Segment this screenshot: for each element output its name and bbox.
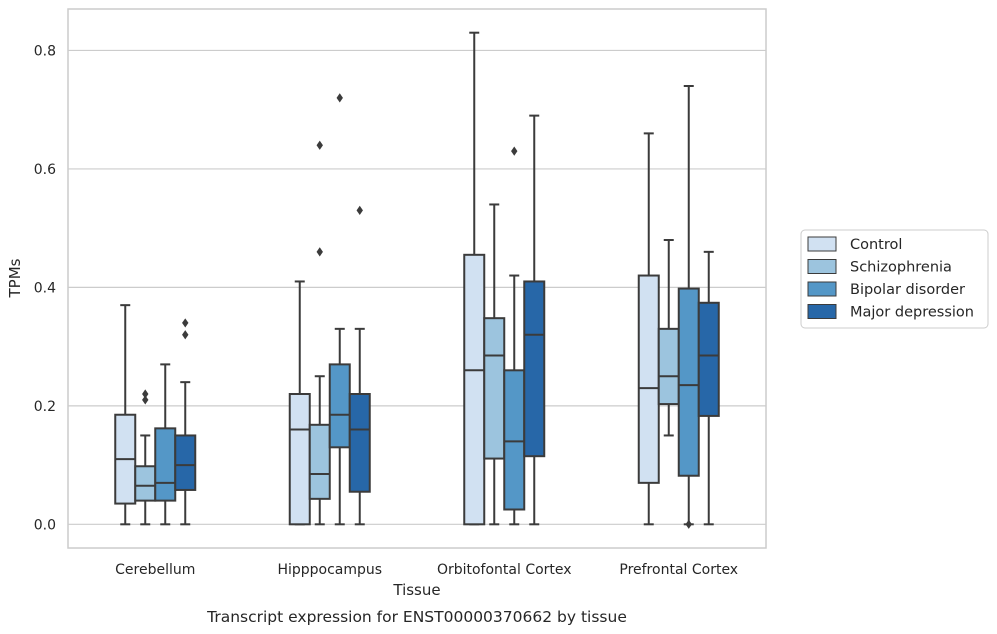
x-tick-label: Hipppocampus bbox=[277, 562, 382, 578]
box-iqr bbox=[308, 423, 331, 500]
legend-swatch bbox=[807, 236, 837, 252]
chart-caption: Transcript expression for ENST0000037066… bbox=[206, 608, 627, 626]
box-iqr bbox=[328, 363, 351, 449]
outlier-marker bbox=[182, 318, 189, 328]
box-iqr bbox=[348, 393, 371, 493]
box-iqr bbox=[174, 434, 197, 491]
box-iqr bbox=[463, 253, 486, 526]
box-3-2 bbox=[677, 85, 700, 529]
box-iqr bbox=[677, 287, 700, 477]
box-iqr bbox=[523, 280, 546, 458]
box-2-1 bbox=[483, 203, 506, 526]
box-0-2 bbox=[154, 363, 177, 526]
box-iqr bbox=[154, 427, 177, 502]
box-3-3 bbox=[697, 250, 720, 526]
box-3-1 bbox=[657, 239, 680, 437]
legend-frame bbox=[800, 229, 989, 329]
box-0-1 bbox=[134, 389, 157, 526]
outlier-marker bbox=[336, 93, 343, 103]
legend-swatch bbox=[807, 304, 837, 319]
x-tick-label: Orbitofontal Cortex bbox=[437, 562, 572, 578]
legend: Control Schizophrenia Bipolar disorder Majo… bbox=[800, 229, 989, 329]
box-1-0 bbox=[288, 280, 311, 526]
box-1-1 bbox=[308, 140, 331, 526]
box-2-2 bbox=[503, 146, 526, 526]
outlier-marker bbox=[142, 389, 149, 399]
legend-label: Control bbox=[850, 237, 902, 253]
boxes bbox=[114, 31, 720, 529]
legend-item: Major depression bbox=[807, 304, 974, 321]
box-iqr bbox=[483, 317, 506, 460]
box-2-3 bbox=[523, 114, 546, 526]
y-tick-label: 0.6 bbox=[34, 162, 56, 178]
box-0-3 bbox=[174, 318, 197, 526]
y-tick-label: 0.8 bbox=[34, 43, 56, 59]
box-iqr bbox=[503, 369, 526, 511]
y-axis-label: TPMs bbox=[6, 258, 24, 298]
legend-swatch bbox=[807, 259, 837, 274]
legend-label: Bipolar disorder bbox=[850, 282, 965, 298]
outlier-marker bbox=[182, 330, 189, 340]
legend-item: Schizophrenia bbox=[807, 259, 952, 276]
box-iqr bbox=[637, 274, 660, 484]
legend-item: Bipolar disorder bbox=[807, 281, 965, 298]
x-tick-label: Cerebellum bbox=[115, 562, 195, 578]
plot-area-frame bbox=[67, 8, 767, 549]
outlier-marker bbox=[142, 395, 149, 405]
box-1-2 bbox=[328, 93, 351, 526]
box-3-0 bbox=[637, 132, 660, 526]
x-tick-labels: Cerebellum Hipppocampus Orbitofontal Corte… bbox=[115, 562, 738, 578]
box-1-3 bbox=[348, 205, 371, 526]
x-tick-label: Prefrontal Cortex bbox=[619, 562, 738, 578]
box-iqr bbox=[288, 393, 311, 526]
box-2-0 bbox=[463, 31, 486, 526]
box-iqr bbox=[657, 327, 680, 406]
box-iqr bbox=[134, 465, 157, 502]
y-tick-label: 0.2 bbox=[34, 399, 56, 415]
legend-item: Control bbox=[807, 236, 902, 253]
box-0-0 bbox=[114, 304, 137, 526]
outlier-marker bbox=[316, 247, 323, 257]
x-axis-label: Tissue bbox=[392, 581, 440, 599]
box-iqr bbox=[697, 301, 720, 417]
outlier-marker bbox=[356, 205, 363, 215]
y-tick-label: 0.4 bbox=[34, 280, 56, 296]
legend-swatch bbox=[807, 281, 837, 297]
y-tick-labels: 0.0 0.2 0.4 0.6 0.8 bbox=[34, 43, 56, 533]
y-tick-label: 0.0 bbox=[34, 517, 56, 533]
legend-label: Major depression bbox=[850, 305, 974, 321]
legend-items: Control Schizophrenia Bipolar disorder Majo… bbox=[807, 236, 974, 321]
outlier-marker bbox=[511, 146, 518, 156]
outlier-marker bbox=[316, 140, 323, 150]
legend-label: Schizophrenia bbox=[850, 260, 952, 276]
outlier-marker bbox=[685, 519, 692, 529]
